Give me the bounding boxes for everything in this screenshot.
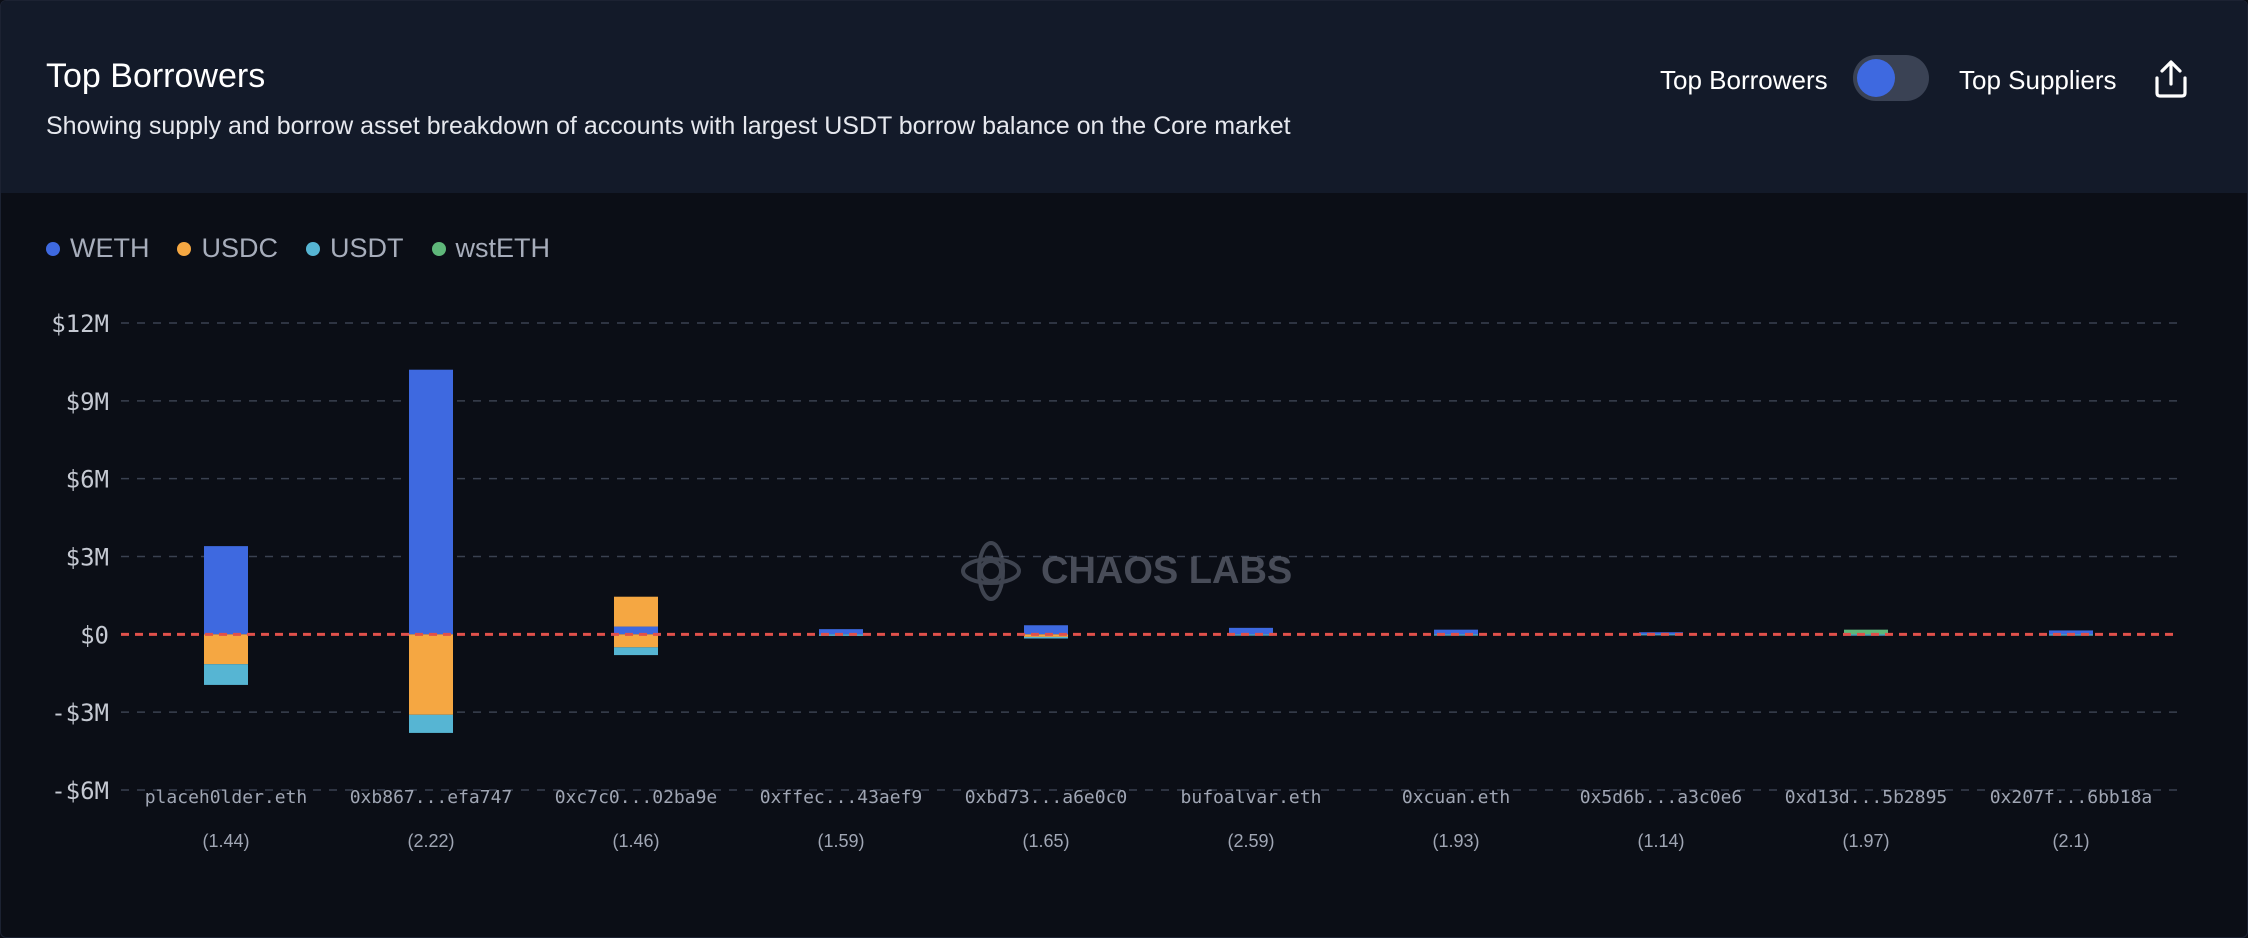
page-title: Top Borrowers — [46, 57, 266, 95]
x-category-sublabel: (1.65) — [1022, 831, 1069, 851]
bar-segment-usdt-borrow — [204, 664, 248, 685]
legend-dot-usdc — [177, 241, 192, 256]
bar-segment-weth-supply — [2049, 630, 2093, 635]
bar-segment-weth-supply — [1024, 625, 1068, 635]
bar-segment-usdt-borrow — [1844, 634, 1888, 636]
y-tick-label: -$6M — [51, 777, 109, 805]
share-export-icon — [2155, 60, 2187, 98]
bar-segment-weth-supply — [409, 369, 453, 635]
legend-dot-weth — [46, 241, 60, 256]
x-category-sublabel: (1.97) — [1842, 831, 1889, 851]
bar-segment-usdt-borrow — [409, 714, 453, 733]
bar-segment-weth-supply — [1434, 629, 1478, 635]
page-subtitle: Showing supply and borrow asset breakdow… — [46, 112, 1291, 140]
legend-label-usdc: USDC — [201, 233, 278, 263]
toggle-label-top-borrowers[interactable]: Top Borrowers — [1660, 65, 1828, 95]
y-tick-label: $9M — [66, 388, 109, 416]
legend-item-usdc[interactable]: USDC — [177, 233, 278, 264]
bar-segment-weth-supply — [819, 629, 863, 635]
category-label-layer: placeh0lder.eth (1.44) 0xb867...efa747 (2.2… — [145, 787, 2153, 851]
export-button[interactable] — [2149, 57, 2193, 101]
x-category-label: 0xcuan.eth — [1402, 787, 1510, 808]
x-category-label: placeh0lder.eth — [145, 787, 308, 808]
card-header: Top Borrowers Showing supply and borrow … — [1, 1, 2247, 193]
legend-label-usdt: USDT — [330, 233, 404, 263]
bar-segment-usdt-borrow — [1229, 634, 1273, 636]
y-tick-label: -$3M — [51, 699, 109, 727]
bar-segment-weth-supply — [614, 626, 658, 635]
x-category-label: 0xbd73...a6e0c0 — [965, 787, 1128, 808]
watermark: CHAOS LABS — [961, 541, 1292, 601]
bar-segment-wsteth-supply — [1844, 629, 1888, 635]
y-tick-label: $3M — [66, 544, 109, 572]
y-tick-label: $0 — [80, 621, 109, 649]
legend-item-weth[interactable]: WETH — [46, 233, 149, 264]
bar-segment-usdt-borrow — [614, 647, 658, 656]
x-category-label: 0x5d6b...a3c0e6 — [1580, 787, 1743, 808]
bar-segment-usdc-borrow — [614, 634, 658, 648]
legend-dot-wsteth — [431, 241, 446, 256]
x-category-sublabel: (1.44) — [202, 831, 249, 851]
bar-segment-weth-supply — [204, 546, 248, 635]
borrowers-suppliers-toggle[interactable] — [1853, 55, 1929, 101]
chart-legend: WETH USDC USDT wstETH — [46, 233, 550, 264]
bar-segment-usdc-borrow — [204, 634, 248, 665]
y-tick-label: $6M — [66, 466, 109, 494]
legend-item-usdt[interactable]: USDT — [306, 233, 404, 264]
x-category-label: bufoalvar.eth — [1181, 787, 1322, 808]
x-category-label: 0xb867...efa747 — [350, 787, 513, 808]
x-category-sublabel: (1.93) — [1432, 831, 1479, 851]
grid-layer: -$6M -$3M $0 $3M $6M $9M $12M — [51, 310, 2177, 805]
x-category-label: 0xd13d...5b2895 — [1785, 787, 1948, 808]
legend-dot-usdt — [306, 241, 320, 256]
x-category-label: 0xffec...43aef9 — [760, 787, 923, 808]
toggle-knob — [1857, 59, 1895, 97]
x-category-sublabel: (2.1) — [2052, 831, 2089, 851]
legend-label-weth: WETH — [70, 233, 150, 263]
x-category-sublabel: (1.14) — [1637, 831, 1684, 851]
bar-segment-weth-supply — [1229, 627, 1273, 635]
bars-layer — [204, 369, 2093, 733]
chaos-labs-logo-icon — [961, 541, 1021, 601]
x-category-sublabel: (1.59) — [817, 831, 864, 851]
watermark-text: CHAOS LABS — [1041, 550, 1292, 592]
x-category-sublabel: (1.46) — [612, 831, 659, 851]
bar-segment-usdc-supply — [614, 596, 658, 627]
x-category-sublabel: (2.22) — [407, 831, 454, 851]
x-category-label: 0xc7c0...02ba9e — [555, 787, 718, 808]
x-category-label: 0x207f...6bb18a — [1990, 787, 2153, 808]
y-tick-label: $12M — [51, 310, 109, 338]
toggle-label-top-suppliers[interactable]: Top Suppliers — [1959, 65, 2117, 95]
x-category-sublabel: (2.59) — [1227, 831, 1274, 851]
bar-segment-usdc-borrow — [409, 634, 453, 715]
bar-segment-usdt-borrow — [1024, 636, 1068, 639]
legend-label-wsteth: wstETH — [455, 233, 551, 263]
legend-item-wsteth[interactable]: wstETH — [431, 233, 551, 264]
